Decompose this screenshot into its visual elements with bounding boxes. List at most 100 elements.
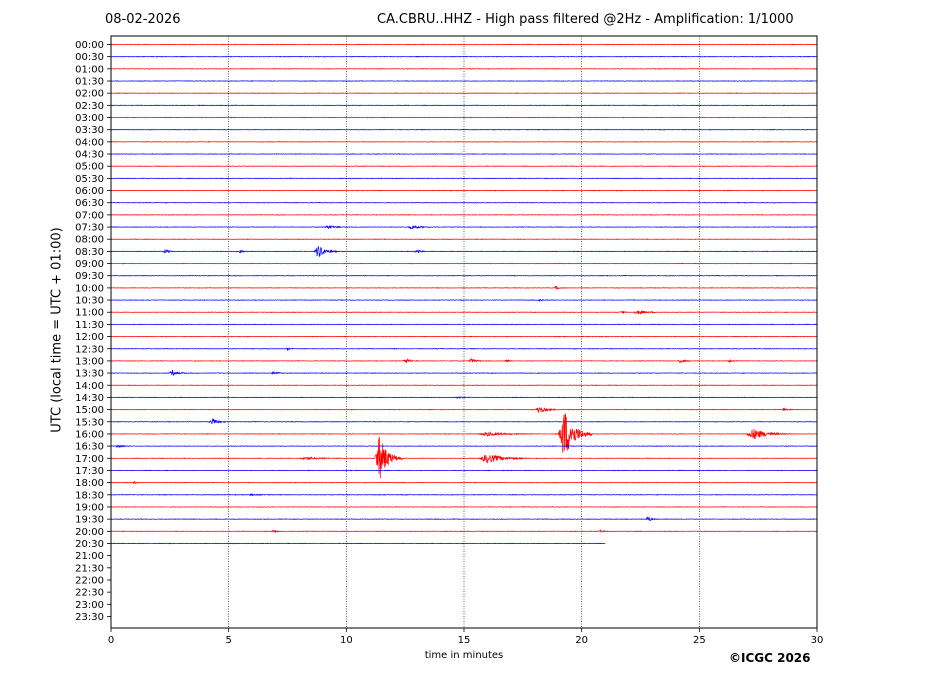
y-tick-label: 04:00: [75, 137, 104, 148]
y-tick-label: 04:30: [75, 150, 104, 161]
x-tick-label: 25: [693, 635, 706, 646]
y-tick-label: 05:30: [75, 174, 104, 185]
copyright-label: ©ICGC 2026: [729, 651, 811, 665]
y-tick-label: 10:30: [75, 296, 104, 307]
trace-0600: [110, 189, 818, 192]
trace-0030: [110, 55, 818, 58]
trace-1230: [110, 347, 818, 352]
trace-1500: [110, 407, 818, 413]
trace-2030: [110, 542, 606, 545]
trace-0000: [110, 43, 818, 46]
trace-1600: [110, 413, 818, 453]
y-tick-label: 15:00: [75, 405, 104, 416]
chart-title: CA.CBRU..HHZ - High pass filtered @2Hz -…: [377, 12, 794, 27]
trace-1100: [110, 310, 818, 316]
y-tick-label: 12:30: [75, 344, 104, 355]
trace-1130: [110, 323, 818, 326]
y-tick-label: 16:00: [75, 429, 104, 440]
trace-1930: [110, 516, 818, 522]
date-label: 08-02-2026: [105, 12, 181, 27]
y-tick-label: 18:30: [75, 490, 104, 501]
y-tick-label: 20:30: [75, 539, 104, 550]
y-tick-label: 21:30: [75, 563, 104, 574]
y-tick-label: 14:30: [75, 393, 104, 404]
y-tick-label: 13:00: [75, 356, 104, 367]
x-tick-label: 20: [575, 635, 588, 646]
y-tick-label: 02:30: [75, 101, 104, 112]
y-tick-label: 07:00: [75, 210, 104, 221]
trace-0930: [110, 274, 818, 277]
y-tick-label: 18:00: [75, 478, 104, 489]
y-tick-label: 08:00: [75, 235, 104, 246]
trace-0630: [110, 201, 818, 204]
trace-0330: [110, 128, 818, 131]
trace-0100: [110, 67, 818, 70]
trace-1000: [110, 285, 818, 290]
y-tick-label: 22:30: [75, 588, 104, 599]
y-tick-label: 01:00: [75, 64, 104, 75]
trace-0730: [111, 225, 818, 230]
trace-1200: [110, 335, 818, 338]
trace-1900: [110, 506, 818, 508]
y-tick-label: 10:00: [75, 283, 104, 294]
trace-1400: [110, 384, 818, 387]
trace-1030: [110, 298, 818, 303]
y-tick-label: 16:30: [75, 442, 104, 453]
y-tick-label: 12:00: [75, 332, 104, 343]
trace-1800: [110, 480, 818, 485]
y-tick-label: 17:00: [75, 454, 104, 465]
x-tick-label: 15: [458, 635, 471, 646]
trace-0400: [110, 141, 818, 143]
trace-1430: [110, 396, 818, 400]
y-tick-label: 11:00: [75, 308, 104, 319]
y-tick-label: 00:30: [75, 52, 104, 63]
trace-0500: [110, 165, 818, 168]
trace-0900: [110, 262, 818, 265]
y-tick-label: 17:30: [75, 466, 104, 477]
y-tick-label: 08:30: [75, 247, 104, 258]
trace-2000: [110, 529, 818, 534]
trace-0530: [110, 177, 818, 180]
y-tick-label: 09:00: [75, 259, 104, 270]
y-tick-label: 06:30: [75, 198, 104, 209]
y-tick-label: 05:00: [75, 162, 104, 173]
y-tick-label: 09:30: [75, 271, 104, 282]
trace-1530: [110, 418, 818, 425]
trace-0830: [110, 246, 818, 257]
y-tick-label: 01:30: [75, 77, 104, 88]
y-tick-label: 15:30: [75, 417, 104, 428]
trace-0200: [110, 92, 818, 95]
y-tick-label: 20:00: [75, 527, 104, 538]
y-tick-label: 02:00: [75, 89, 104, 100]
x-tick-label: 10: [340, 635, 353, 646]
y-tick-label: 19:00: [75, 502, 104, 513]
x-tick-label: 30: [811, 635, 824, 646]
y-tick-label: 22:00: [75, 575, 104, 586]
y-tick-label: 06:00: [75, 186, 104, 197]
trace-1700: [110, 436, 818, 479]
trace-0430: [110, 153, 818, 155]
y-tick-label: 07:30: [75, 223, 104, 234]
y-tick-label: 19:30: [75, 515, 104, 526]
trace-0300: [110, 116, 818, 119]
trace-1830: [110, 493, 818, 497]
y-tick-label: 23:00: [75, 600, 104, 611]
trace-0230: [110, 104, 817, 107]
x-tick-label: 0: [108, 635, 114, 646]
trace-0700: [110, 214, 818, 216]
y-tick-label: 03:00: [75, 113, 104, 124]
trace-1630: [110, 444, 818, 449]
y-tick-label: 14:00: [75, 381, 104, 392]
trace-0130: [110, 80, 818, 82]
y-tick-label: 00:00: [75, 40, 104, 51]
y-tick-label: 03:30: [75, 125, 104, 136]
trace-1730: [110, 469, 818, 472]
y-tick-label: 13:30: [75, 369, 104, 380]
trace-0800: [110, 238, 818, 241]
y-tick-label: 23:30: [75, 612, 104, 623]
y-tick-label: 21:00: [75, 551, 104, 562]
y-tick-label: 11:30: [75, 320, 104, 331]
trace-1300: [110, 357, 818, 364]
